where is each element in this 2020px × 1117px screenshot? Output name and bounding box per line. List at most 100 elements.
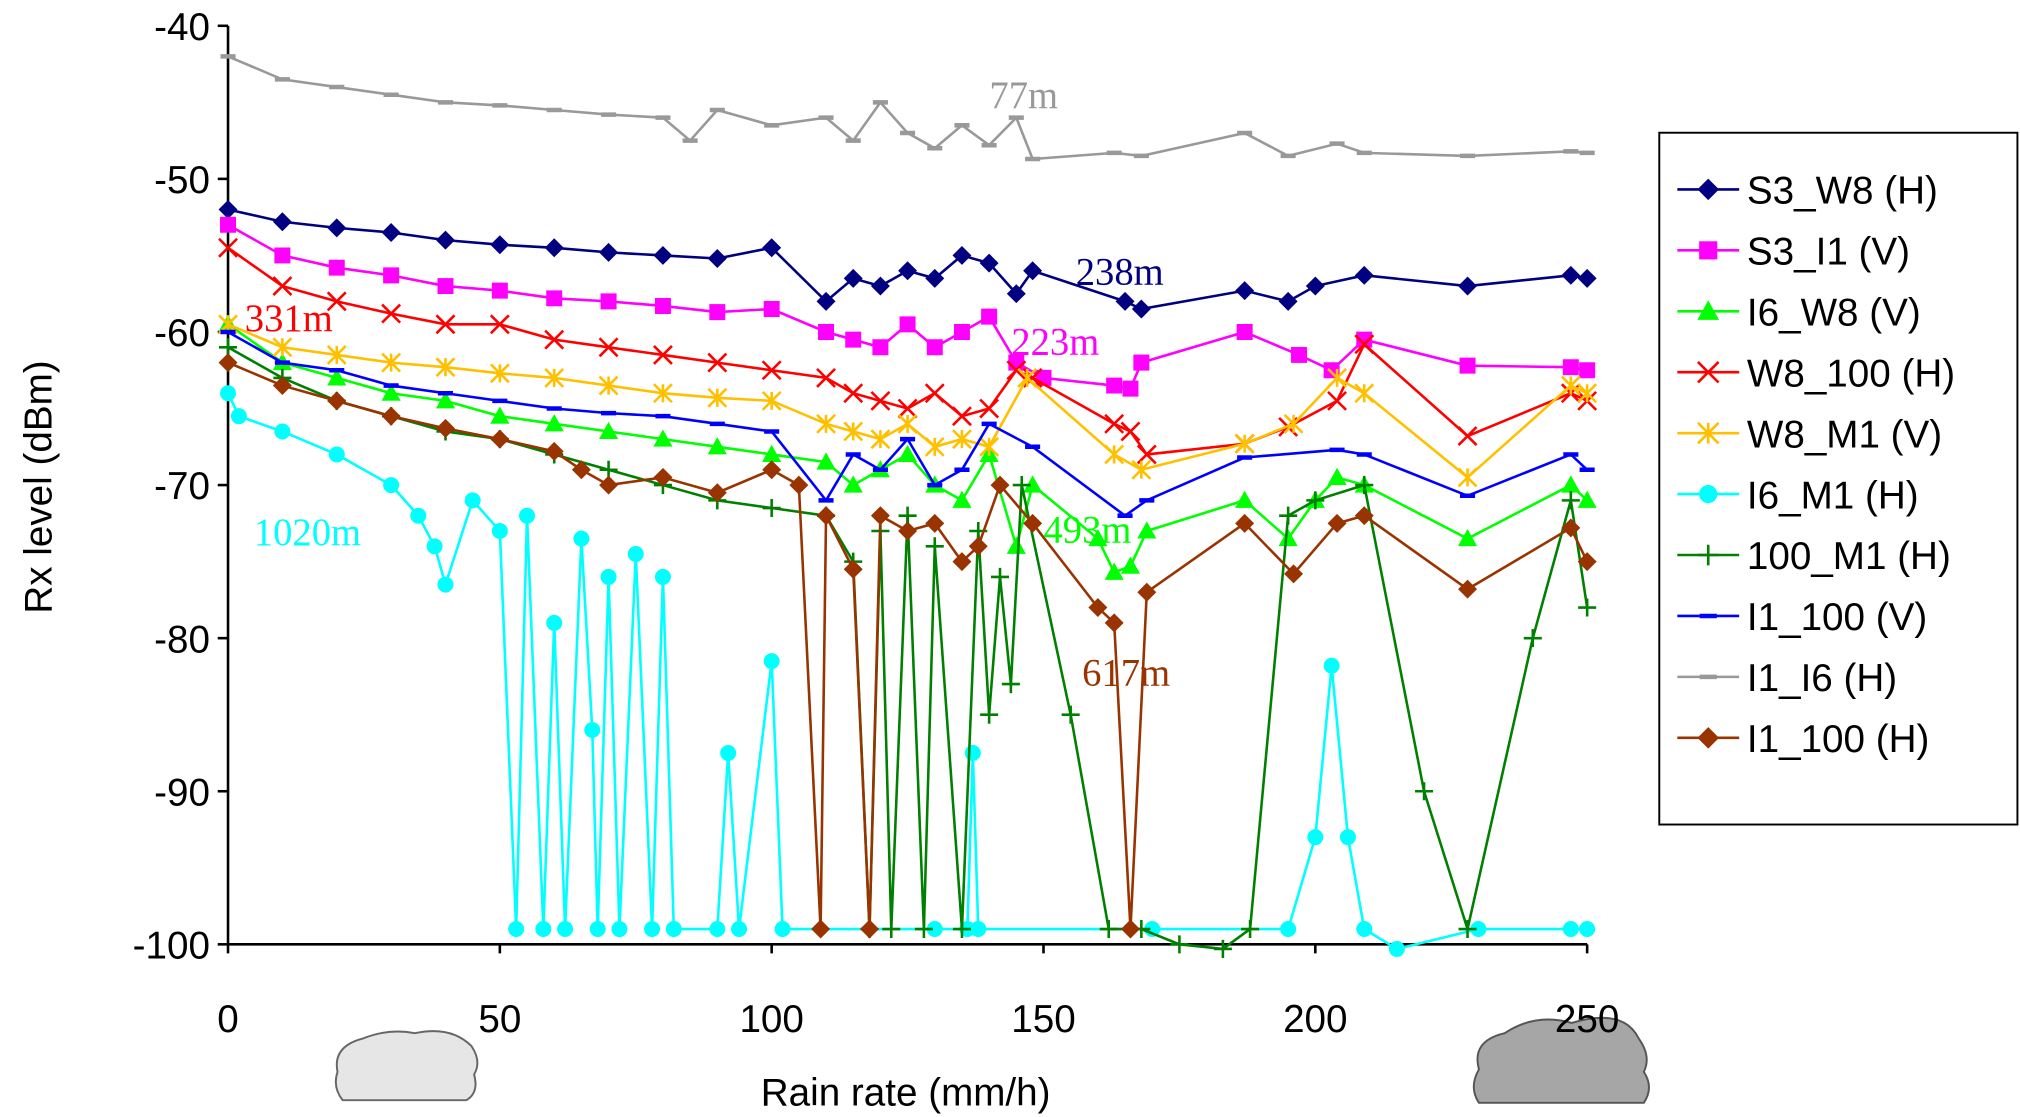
x-tick-label: 0 xyxy=(217,998,238,1041)
marker xyxy=(437,576,454,593)
marker xyxy=(761,390,782,411)
marker xyxy=(644,921,661,937)
marker xyxy=(845,331,862,348)
marker xyxy=(925,268,945,288)
x-axis-label: Rain rate (mm/h) xyxy=(761,1071,1051,1114)
marker xyxy=(1329,141,1345,146)
marker xyxy=(1023,513,1043,533)
marker xyxy=(272,276,293,296)
marker xyxy=(274,77,290,82)
marker xyxy=(843,421,864,442)
series xyxy=(220,329,1595,518)
legend-label: W8_M1 (V) xyxy=(1747,413,1942,456)
marker xyxy=(653,383,673,404)
legend-marker xyxy=(1697,727,1720,749)
marker xyxy=(882,920,901,939)
marker xyxy=(952,429,972,450)
legend-label: 100_M1 (H) xyxy=(1747,535,1951,578)
series xyxy=(218,200,1597,319)
marker xyxy=(381,383,401,401)
marker xyxy=(897,398,918,419)
marker xyxy=(492,103,508,108)
legend-marker xyxy=(1697,360,1720,384)
marker xyxy=(964,745,981,761)
marker xyxy=(870,506,890,526)
marker xyxy=(990,475,1010,495)
y-tick-label: -60 xyxy=(154,312,210,355)
marker xyxy=(654,569,671,585)
marker xyxy=(1136,444,1157,465)
marker xyxy=(952,552,972,572)
marker xyxy=(990,567,1010,586)
marker xyxy=(843,475,863,493)
marker xyxy=(898,261,918,281)
marker xyxy=(898,521,918,541)
marker xyxy=(328,259,345,276)
annotation: 238m xyxy=(1076,252,1164,294)
marker xyxy=(599,475,619,495)
marker xyxy=(872,339,889,356)
marker xyxy=(437,390,454,396)
marker xyxy=(1137,582,1157,602)
marker xyxy=(870,390,891,411)
marker xyxy=(274,423,291,440)
marker xyxy=(927,482,943,488)
marker xyxy=(954,123,970,128)
marker xyxy=(1577,490,1597,508)
marker xyxy=(571,460,591,480)
marker xyxy=(1006,536,1026,554)
marker xyxy=(1356,150,1372,156)
marker xyxy=(1354,506,1374,526)
marker xyxy=(707,387,728,408)
marker xyxy=(707,483,727,503)
y-tick-label: -80 xyxy=(154,618,210,661)
marker xyxy=(1560,375,1581,396)
marker xyxy=(774,921,791,937)
marker xyxy=(1283,413,1304,434)
marker xyxy=(914,920,933,939)
series xyxy=(218,314,1598,488)
marker xyxy=(1235,490,1255,508)
marker xyxy=(381,222,401,242)
marker xyxy=(1578,598,1597,617)
marker xyxy=(1133,354,1150,371)
marker xyxy=(1237,130,1253,136)
marker xyxy=(925,537,944,556)
marker xyxy=(924,436,945,457)
marker xyxy=(598,337,619,358)
marker xyxy=(1137,521,1157,539)
marker xyxy=(952,406,972,427)
marker xyxy=(381,352,402,373)
marker xyxy=(707,352,728,373)
marker xyxy=(980,705,999,724)
marker xyxy=(954,467,970,473)
marker xyxy=(220,216,237,233)
marker xyxy=(544,329,565,350)
marker xyxy=(818,323,835,340)
marker xyxy=(900,436,916,442)
marker xyxy=(1280,921,1297,937)
legend-label: I6_W8 (V) xyxy=(1747,291,1921,334)
marker xyxy=(329,367,345,373)
marker xyxy=(491,523,508,539)
y-axis-label: Rx level (dBm) xyxy=(18,360,61,613)
marker xyxy=(1280,153,1296,159)
marker xyxy=(1001,675,1020,694)
marker xyxy=(519,507,536,524)
x-tick-label: 100 xyxy=(739,998,803,1041)
legend-label: W8_100 (H) xyxy=(1747,352,1955,395)
legend-marker xyxy=(1697,421,1720,445)
marker xyxy=(436,230,455,250)
marker xyxy=(1133,153,1149,159)
marker xyxy=(1278,528,1298,547)
marker xyxy=(1561,475,1581,493)
marker xyxy=(1115,291,1135,311)
marker xyxy=(1415,782,1434,801)
marker xyxy=(464,492,481,509)
marker xyxy=(1327,367,1347,388)
series-line xyxy=(227,323,1588,480)
marker xyxy=(1307,829,1324,846)
marker xyxy=(953,323,970,340)
marker xyxy=(1329,447,1345,453)
